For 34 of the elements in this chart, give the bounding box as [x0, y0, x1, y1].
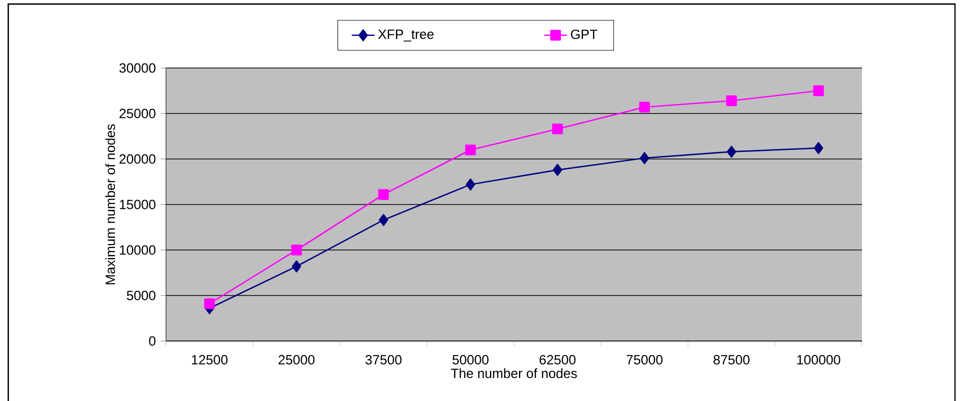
- y-axis-title: Maximum number of nodes: [105, 124, 116, 284]
- point: [552, 124, 563, 134]
- x-tick-label: 62500: [540, 355, 576, 364]
- point: [465, 144, 476, 156]
- point: [204, 298, 215, 310]
- legend-label: XFP_tree: [378, 30, 434, 42]
- point: [552, 164, 562, 176]
- y-tick-label: 0: [149, 336, 156, 346]
- x-tick-label: 100000: [797, 355, 840, 364]
- point: [378, 214, 388, 226]
- x-tick-label: 75000: [626, 355, 663, 364]
- x-tick-label: 50000: [452, 355, 489, 364]
- y-tick-label: 30000: [119, 63, 156, 73]
- y-tick-label: 5000: [126, 290, 156, 300]
- x-tick-label: 87500: [714, 355, 750, 364]
- legend-label: GPT: [570, 30, 598, 40]
- y-tick-label: 10000: [120, 245, 156, 255]
- point: [378, 189, 389, 200]
- point: [291, 244, 302, 256]
- point: [814, 142, 824, 154]
- point: [640, 152, 650, 164]
- point: [466, 178, 476, 190]
- point: [726, 95, 737, 106]
- x-tick-label: 25000: [278, 355, 315, 364]
- point: [292, 260, 302, 272]
- x-tick-label: 37500: [365, 355, 402, 364]
- point: [639, 102, 650, 112]
- point: [726, 146, 736, 158]
- y-tick-label: 20000: [120, 154, 156, 164]
- y-tick-label: 15000: [120, 200, 156, 210]
- y-tick-label: 25000: [120, 108, 156, 118]
- x-tick-label: 12500: [192, 355, 228, 364]
- point: [813, 85, 824, 96]
- x-axis-title: The number of nodes: [450, 368, 577, 378]
